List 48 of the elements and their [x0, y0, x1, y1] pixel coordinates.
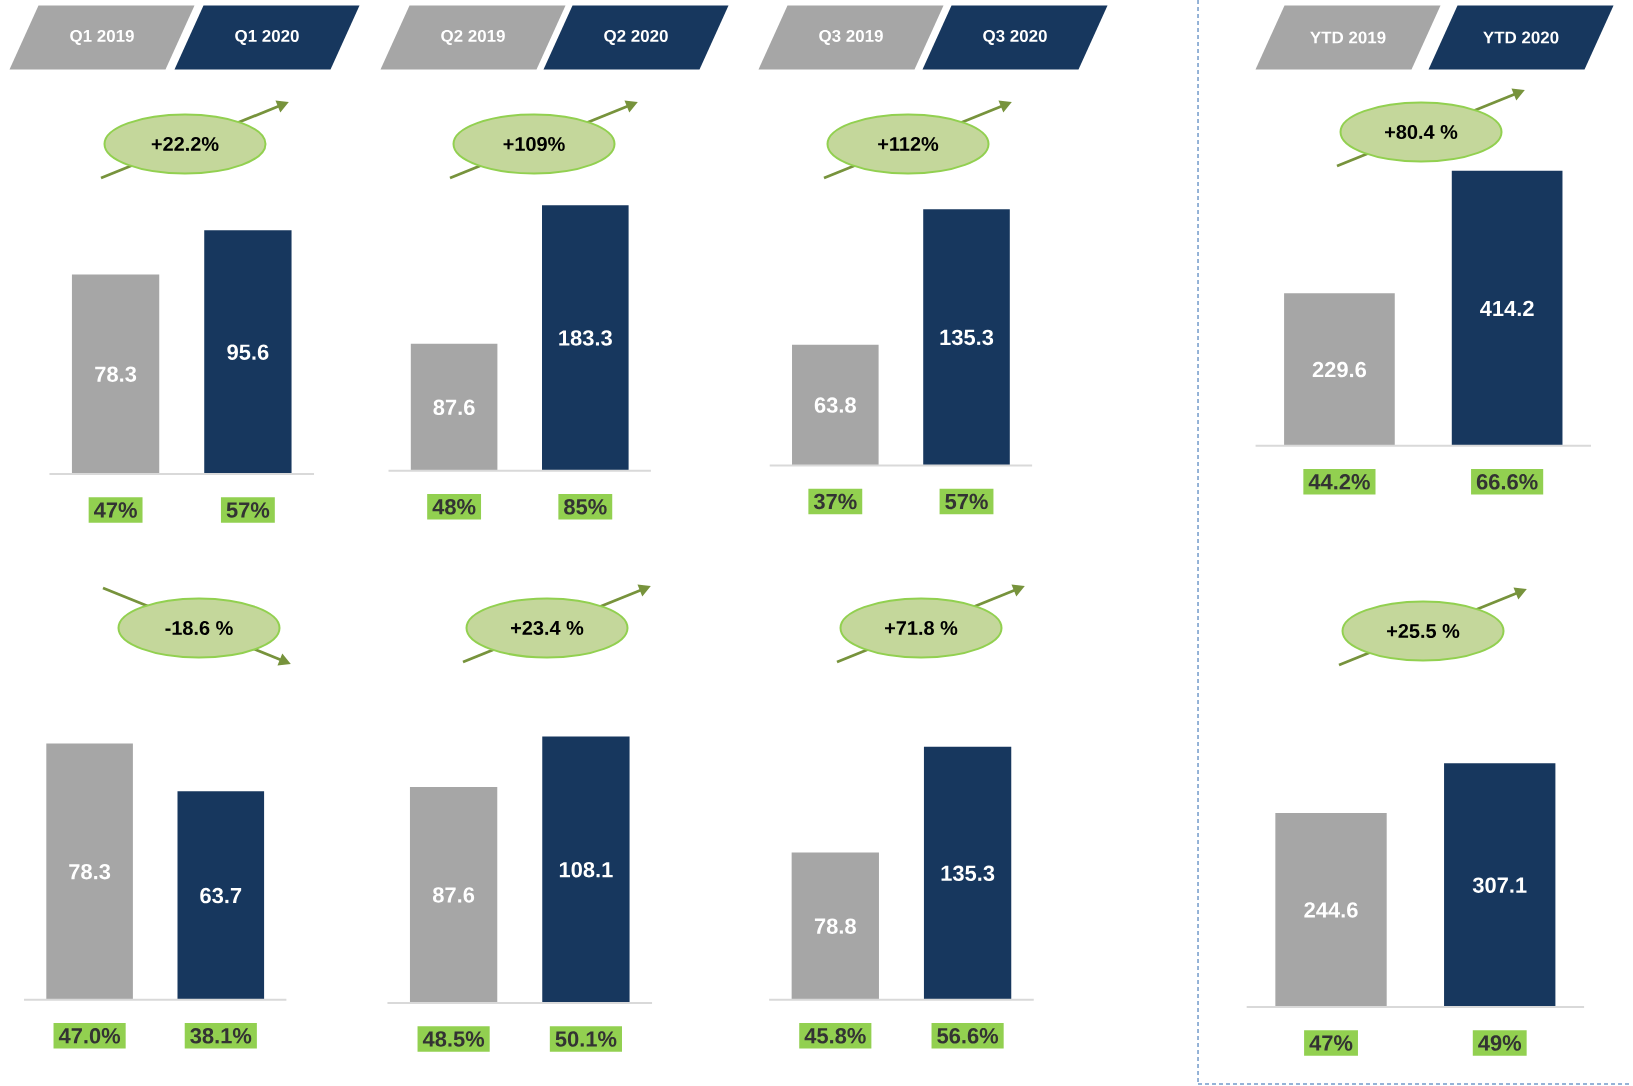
- text: 48%: [432, 499, 476, 515]
- x-tick-label: Q3 2020: [983, 29, 1047, 46]
- data-label: 95.6: [227, 344, 269, 360]
- text: 37%: [813, 493, 857, 510]
- data-label: 108.1: [559, 861, 613, 878]
- data-label: 183.3: [559, 330, 612, 346]
- data-label: 414.2: [1480, 300, 1534, 316]
- data-label: 135.3: [940, 329, 994, 346]
- text: +71.8 %: [885, 620, 958, 636]
- text: 49%: [1478, 1035, 1522, 1051]
- data-label: 244.6: [1304, 902, 1358, 918]
- x-tick-label: Q2 2020: [604, 29, 668, 46]
- text: +80.4 %: [1385, 124, 1458, 140]
- text: 47%: [1309, 1035, 1353, 1051]
- x-tick-label: YTD 2020: [1483, 31, 1559, 44]
- data-label: 135.3: [941, 865, 995, 882]
- text: +23.4 %: [511, 620, 584, 636]
- text: 47.0%: [58, 1028, 121, 1044]
- text: 66.6%: [1476, 474, 1538, 490]
- text: 44.2%: [1308, 474, 1370, 490]
- text: +112%: [878, 136, 939, 152]
- text: 45.8%: [804, 1028, 866, 1044]
- text: +22.2%: [151, 136, 219, 152]
- x-tick-label: Q1 2020: [235, 29, 299, 46]
- text: 85%: [564, 499, 607, 515]
- x-tick-label: YTD 2019: [1310, 31, 1386, 44]
- text: 57%: [945, 493, 988, 510]
- data-label: 63.8: [814, 397, 856, 413]
- text: 47%: [94, 502, 137, 518]
- data-label: 87.6: [433, 399, 475, 416]
- x-tick-label: Q3 2019: [819, 29, 883, 46]
- data-label: 63.7: [200, 887, 242, 904]
- text: -18.6 %: [165, 620, 233, 636]
- data-label: 78.3: [69, 863, 111, 880]
- text: +109%: [503, 136, 565, 152]
- text: 57%: [226, 502, 270, 518]
- data-label: 78.8: [814, 918, 856, 934]
- data-label: 229.6: [1312, 361, 1367, 378]
- text: 48.5%: [422, 1031, 485, 1047]
- x-tick-label: Q2 2019: [441, 29, 505, 46]
- data-label: 87.6: [432, 887, 475, 903]
- text: 38.1%: [190, 1028, 252, 1044]
- text: 56.6%: [937, 1028, 999, 1044]
- text: 50.1%: [555, 1031, 617, 1047]
- text: +25.5 %: [1387, 623, 1460, 639]
- data-label: 307.1: [1472, 877, 1527, 893]
- x-tick-label: Q1 2019: [70, 29, 134, 46]
- data-label: 78.3: [95, 366, 137, 382]
